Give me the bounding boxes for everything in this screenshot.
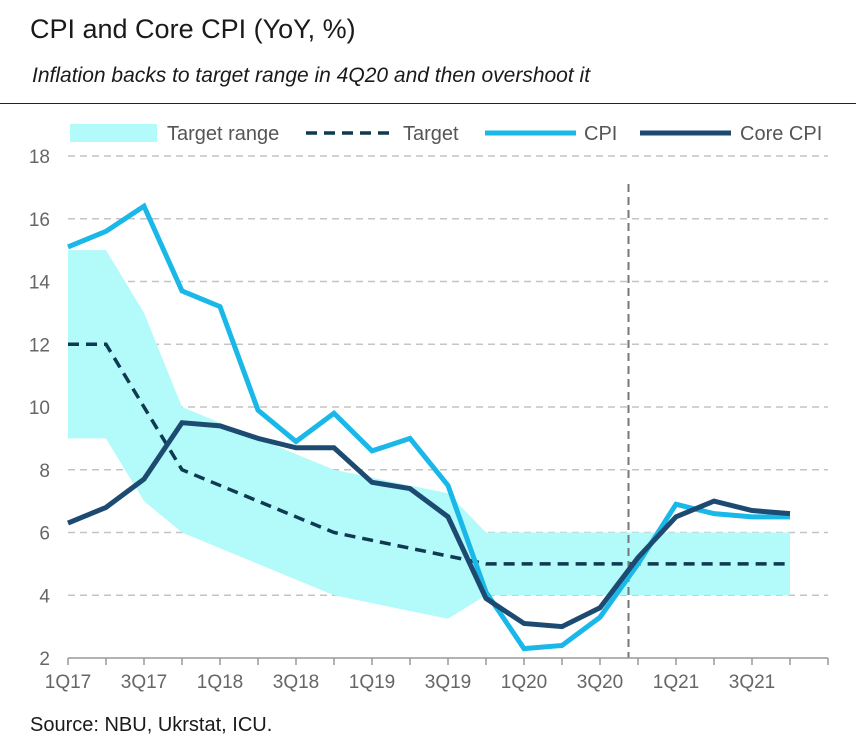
x-tick-label: 3Q18 (273, 672, 319, 693)
legend-target-range: Target range (70, 123, 279, 145)
legend-label: CPI (584, 123, 617, 145)
y-tick-label: 16 (29, 210, 50, 231)
y-tick-label: 2 (39, 649, 50, 670)
chart-subtitle: Inflation backs to target range in 4Q20 … (32, 64, 591, 87)
core-cpi-line (67, 420, 791, 630)
target-range-band (68, 250, 790, 619)
y-tick-label: 6 (39, 524, 50, 545)
y-tick-label: 12 (29, 335, 50, 356)
x-tick-label: 1Q21 (653, 672, 699, 693)
x-tick-label: 1Q17 (45, 672, 91, 693)
y-tick-label: 10 (29, 398, 50, 419)
x-tick-label: 3Q19 (425, 672, 471, 693)
target-line (68, 342, 790, 566)
legend-cpi: CPI (485, 123, 617, 145)
line-chart: 2 4 6 8 10 12 14 16 18 1Q17 3Q17 1Q18 3Q18 1Q19 3Q19 1Q… (29, 123, 829, 693)
x-tick-label: 1Q20 (501, 672, 547, 693)
legend-swatch (70, 124, 157, 142)
y-tick-label: 14 (29, 273, 51, 294)
source-note: Source: NBU, Ukrstat, ICU. (30, 714, 273, 736)
x-tick-label: 1Q19 (349, 672, 395, 693)
y-tick-label: 18 (29, 147, 50, 168)
y-tick-label: 4 (39, 586, 50, 607)
x-tick-label: 1Q18 (197, 672, 243, 693)
title-divider (0, 103, 856, 104)
legend: Target range Target CPI Core CPI (70, 123, 822, 145)
legend-target: Target (306, 123, 459, 145)
x-tick-label: 3Q17 (121, 672, 167, 693)
target-range-band-group (68, 250, 790, 619)
series-lines (67, 202, 791, 652)
legend-label: Target (403, 123, 459, 145)
chart-title: CPI and Core CPI (YoY, %) (30, 14, 356, 44)
cpi-line (67, 202, 790, 652)
legend-label: Core CPI (740, 123, 822, 145)
x-tick-label: 3Q20 (577, 672, 623, 693)
axes: 2 4 6 8 10 12 14 16 18 1Q17 3Q17 1Q18 3Q18 1Q19 3Q19 1Q… (29, 147, 829, 693)
y-tick-label: 8 (39, 461, 50, 482)
legend-core-cpi: Core CPI (640, 123, 822, 145)
legend-label: Target range (167, 123, 279, 145)
x-tick-label: 3Q21 (729, 672, 775, 693)
